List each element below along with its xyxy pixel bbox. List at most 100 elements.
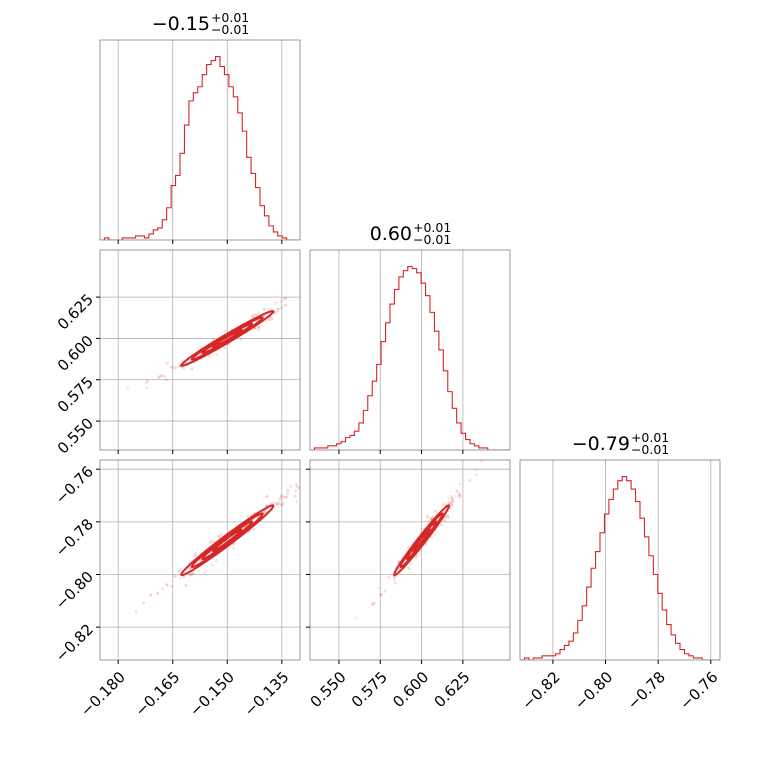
sample-point-2-0-121 (190, 572, 194, 576)
sample-point-2-0-13 (156, 591, 160, 595)
sample-point-1-0-62 (276, 309, 280, 313)
sample-point-2-1-163 (392, 578, 396, 582)
sample-point-2-1-69 (454, 494, 458, 498)
sample-point-2-0-24 (178, 577, 182, 581)
panel-frame-0-0 (99, 39, 301, 241)
sample-point-1-0-91 (274, 301, 278, 305)
sample-point-2-0-169 (191, 571, 195, 575)
sample-point-2-0-115 (289, 484, 293, 488)
sample-point-2-0-96 (179, 568, 183, 572)
contour-1-0-0 (212, 329, 243, 348)
sample-point-2-1-111 (479, 460, 483, 462)
sample-point-2-0-19 (172, 573, 176, 577)
sample-point-2-1-83 (379, 593, 383, 597)
sample-point-2-0-79 (280, 494, 284, 498)
sample-point-2-0-134 (216, 534, 220, 538)
sample-point-1-0-9 (218, 348, 222, 352)
sample-point-2-1-112 (474, 468, 478, 472)
sample-point-1-0-44 (284, 296, 288, 300)
sample-point-1-0-78 (181, 367, 185, 371)
histogram-2 (520, 475, 720, 660)
contour-2-0-3 (180, 504, 275, 577)
contour-2-0-0 (212, 528, 243, 552)
sample-point-2-1-162 (451, 497, 455, 501)
sample-point-1-0-73 (279, 299, 283, 303)
sample-point-2-0-85 (173, 575, 177, 579)
sample-point-2-0-99 (246, 514, 250, 518)
sample-point-2-1-108 (450, 498, 454, 502)
sample-point-2-0-152 (271, 501, 275, 505)
sample-point-2-0-41 (161, 587, 165, 591)
sample-point-2-1-14 (433, 532, 437, 536)
sample-point-2-0-95 (177, 569, 181, 573)
param-title-median-2: −0.79 (572, 433, 630, 455)
panel-frame-1-1 (309, 249, 511, 451)
param-title-err-up-2: +0.01 (631, 430, 669, 445)
sample-point-2-1-58 (372, 602, 376, 606)
sample-point-1-0-31 (215, 352, 219, 356)
sample-point-1-0-141 (276, 307, 280, 311)
sample-point-1-0-155 (126, 387, 130, 391)
sample-point-1-0-98 (267, 318, 271, 322)
panel-content-2-2 (520, 475, 720, 660)
sample-point-2-0-9 (194, 553, 198, 557)
sample-point-2-0-55 (277, 501, 281, 505)
sample-point-1-0-21 (163, 374, 167, 378)
param-title-median-0: −0.15 (152, 13, 210, 35)
sample-point-1-0-160 (223, 329, 227, 333)
sample-point-2-1-62 (372, 601, 376, 605)
sample-point-2-0-143 (184, 583, 188, 587)
sample-point-2-0-49 (149, 593, 153, 597)
sample-point-2-0-45 (286, 492, 290, 496)
panel-frame-2-1 (309, 459, 511, 661)
panel-content-0-0 (100, 55, 300, 240)
sample-point-2-1-89 (449, 500, 453, 504)
sample-point-2-1-82 (407, 566, 411, 570)
sample-point-1-0-142 (144, 381, 148, 385)
sample-point-2-1-3 (393, 575, 397, 579)
sample-point-2-1-130 (455, 489, 459, 493)
sample-point-1-0-13 (171, 366, 175, 370)
histogram-0 (100, 55, 300, 240)
sample-point-2-1-11 (376, 586, 380, 590)
contour-2-1-3 (393, 504, 451, 577)
sample-point-2-0-20 (293, 494, 297, 498)
sample-point-2-1-10 (451, 500, 455, 504)
contour-2-0-2 (190, 512, 264, 569)
sample-point-2-1-21 (370, 603, 374, 607)
histogram-1 (310, 265, 510, 450)
sample-point-1-0-92 (164, 378, 168, 382)
sample-point-2-1-67 (458, 492, 462, 496)
sample-point-2-1-165 (387, 575, 391, 579)
sample-point-1-0-128 (158, 375, 162, 379)
sample-point-2-0-83 (188, 572, 192, 576)
sample-point-2-0-81 (278, 497, 282, 501)
sample-point-1-0-57 (156, 376, 160, 380)
sample-point-1-0-99 (199, 345, 203, 349)
sample-point-2-0-82 (295, 485, 299, 489)
panel-2-0 (96, 459, 301, 664)
sample-point-2-0-58 (210, 563, 214, 567)
sample-point-1-0-42 (223, 346, 227, 350)
sample-point-2-0-4 (194, 551, 198, 555)
sample-point-2-0-69 (142, 601, 146, 605)
sample-point-2-0-84 (276, 504, 280, 508)
sample-point-2-0-161 (219, 532, 223, 536)
panel-1-1 (309, 249, 511, 454)
param-title-0: −0.15+0.01 −0.01 (152, 10, 250, 37)
sample-point-2-0-101 (294, 489, 298, 493)
param-title-err-down-2: −0.01 (631, 442, 669, 457)
sample-point-2-0-11 (231, 546, 235, 550)
sample-point-2-0-163 (203, 570, 207, 574)
sample-point-2-0-147 (275, 502, 279, 506)
panel-content-1-0 (126, 291, 300, 391)
sample-point-2-1-76 (446, 514, 450, 518)
sample-point-1-0-32 (283, 297, 287, 301)
sample-point-2-1-45 (441, 503, 445, 507)
panel-frame-1-0 (99, 249, 301, 451)
panel-frame-2-0 (99, 459, 301, 661)
sample-point-2-0-140 (283, 495, 287, 499)
sample-point-2-1-145 (447, 496, 451, 500)
sample-point-1-0-70 (255, 313, 259, 317)
